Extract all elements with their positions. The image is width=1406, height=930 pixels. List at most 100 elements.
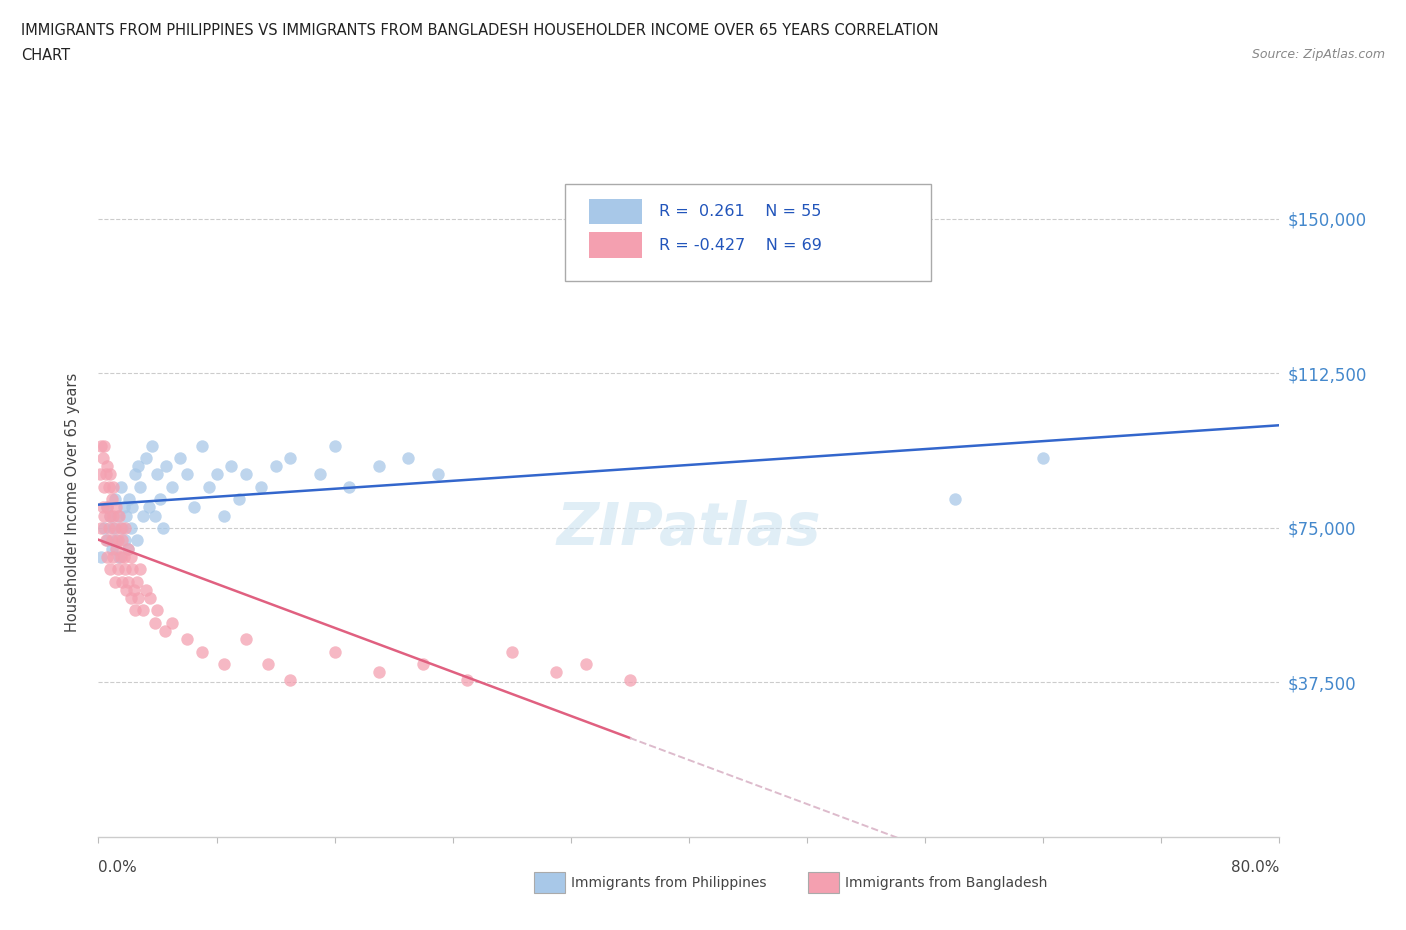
Text: Source: ZipAtlas.com: Source: ZipAtlas.com bbox=[1251, 48, 1385, 61]
Point bbox=[118, 492, 141, 507]
Point bbox=[104, 574, 127, 589]
Text: R = -0.427    N = 69: R = -0.427 N = 69 bbox=[659, 237, 823, 253]
Point bbox=[339, 479, 360, 494]
Point bbox=[1032, 450, 1054, 465]
Point bbox=[323, 438, 346, 453]
Point bbox=[235, 631, 257, 646]
Point bbox=[112, 500, 135, 515]
Text: Immigrants from Philippines: Immigrants from Philippines bbox=[571, 875, 766, 890]
Point bbox=[93, 438, 115, 453]
Point bbox=[103, 508, 125, 523]
Point bbox=[110, 550, 132, 565]
Text: ZIPatlas: ZIPatlas bbox=[557, 500, 821, 557]
Point bbox=[125, 533, 148, 548]
Point bbox=[219, 458, 242, 473]
Point bbox=[127, 458, 149, 473]
Text: 0.0%: 0.0% bbox=[98, 860, 138, 875]
Point bbox=[100, 533, 122, 548]
Point bbox=[117, 541, 139, 556]
FancyBboxPatch shape bbox=[565, 184, 931, 281]
Point bbox=[121, 562, 143, 577]
Point bbox=[176, 631, 198, 646]
Point bbox=[107, 562, 129, 577]
Text: IMMIGRANTS FROM PHILIPPINES VS IMMIGRANTS FROM BANGLADESH HOUSEHOLDER INCOME OVE: IMMIGRANTS FROM PHILIPPINES VS IMMIGRANT… bbox=[21, 23, 939, 38]
Bar bbox=[589, 199, 641, 224]
Point bbox=[162, 479, 183, 494]
Point bbox=[96, 533, 118, 548]
Point bbox=[120, 521, 142, 536]
Point bbox=[125, 574, 148, 589]
Point bbox=[128, 479, 150, 494]
Point bbox=[278, 450, 302, 465]
Point bbox=[149, 492, 172, 507]
Point bbox=[105, 533, 128, 548]
Point bbox=[98, 562, 121, 577]
Point bbox=[110, 479, 132, 494]
Point bbox=[108, 508, 131, 523]
Text: R =  0.261    N = 55: R = 0.261 N = 55 bbox=[659, 204, 821, 219]
Point bbox=[212, 508, 235, 523]
Point bbox=[107, 533, 129, 548]
Point bbox=[114, 533, 136, 548]
Point bbox=[191, 438, 214, 453]
Point bbox=[943, 492, 966, 507]
Point bbox=[143, 616, 166, 631]
Point bbox=[90, 521, 112, 536]
Point bbox=[100, 541, 122, 556]
Text: Immigrants from Bangladesh: Immigrants from Bangladesh bbox=[845, 875, 1047, 890]
Point bbox=[114, 562, 136, 577]
Point bbox=[104, 492, 127, 507]
Point bbox=[309, 467, 332, 482]
Point bbox=[93, 479, 115, 494]
Point bbox=[111, 574, 134, 589]
Point bbox=[191, 644, 214, 659]
Point bbox=[96, 500, 118, 515]
Point bbox=[152, 521, 174, 536]
Point bbox=[198, 479, 221, 494]
Point bbox=[264, 458, 287, 473]
Point bbox=[135, 450, 157, 465]
Point bbox=[93, 508, 115, 523]
Point bbox=[135, 582, 157, 597]
Point bbox=[111, 533, 134, 548]
Point bbox=[146, 603, 169, 618]
Point bbox=[132, 603, 155, 618]
Point bbox=[114, 521, 136, 536]
Point bbox=[98, 508, 121, 523]
Point bbox=[103, 550, 125, 565]
Point bbox=[90, 438, 112, 453]
Point bbox=[120, 591, 142, 605]
Point bbox=[205, 467, 228, 482]
Point bbox=[278, 673, 302, 688]
Point bbox=[112, 550, 135, 565]
Point bbox=[98, 467, 121, 482]
Point bbox=[105, 541, 128, 556]
Point bbox=[132, 508, 155, 523]
Point bbox=[100, 492, 122, 507]
Point bbox=[153, 623, 176, 638]
Point bbox=[94, 467, 117, 482]
Point bbox=[368, 665, 391, 680]
Point bbox=[396, 450, 419, 465]
Point bbox=[94, 533, 117, 548]
Point bbox=[546, 665, 568, 680]
Point bbox=[250, 479, 273, 494]
Point bbox=[93, 521, 115, 536]
Text: CHART: CHART bbox=[21, 48, 70, 63]
Point bbox=[97, 521, 120, 536]
Point bbox=[105, 500, 128, 515]
Point bbox=[108, 550, 131, 565]
Point bbox=[146, 467, 169, 482]
Point bbox=[127, 591, 149, 605]
Point bbox=[96, 550, 118, 565]
Point bbox=[89, 467, 111, 482]
Point bbox=[323, 644, 346, 659]
Y-axis label: Householder Income Over 65 years: Householder Income Over 65 years bbox=[65, 373, 80, 631]
Point bbox=[412, 657, 434, 671]
Bar bbox=[589, 232, 641, 258]
Point bbox=[169, 450, 191, 465]
Point bbox=[107, 508, 129, 523]
Point bbox=[91, 500, 114, 515]
Point bbox=[183, 500, 205, 515]
Point bbox=[103, 479, 125, 494]
